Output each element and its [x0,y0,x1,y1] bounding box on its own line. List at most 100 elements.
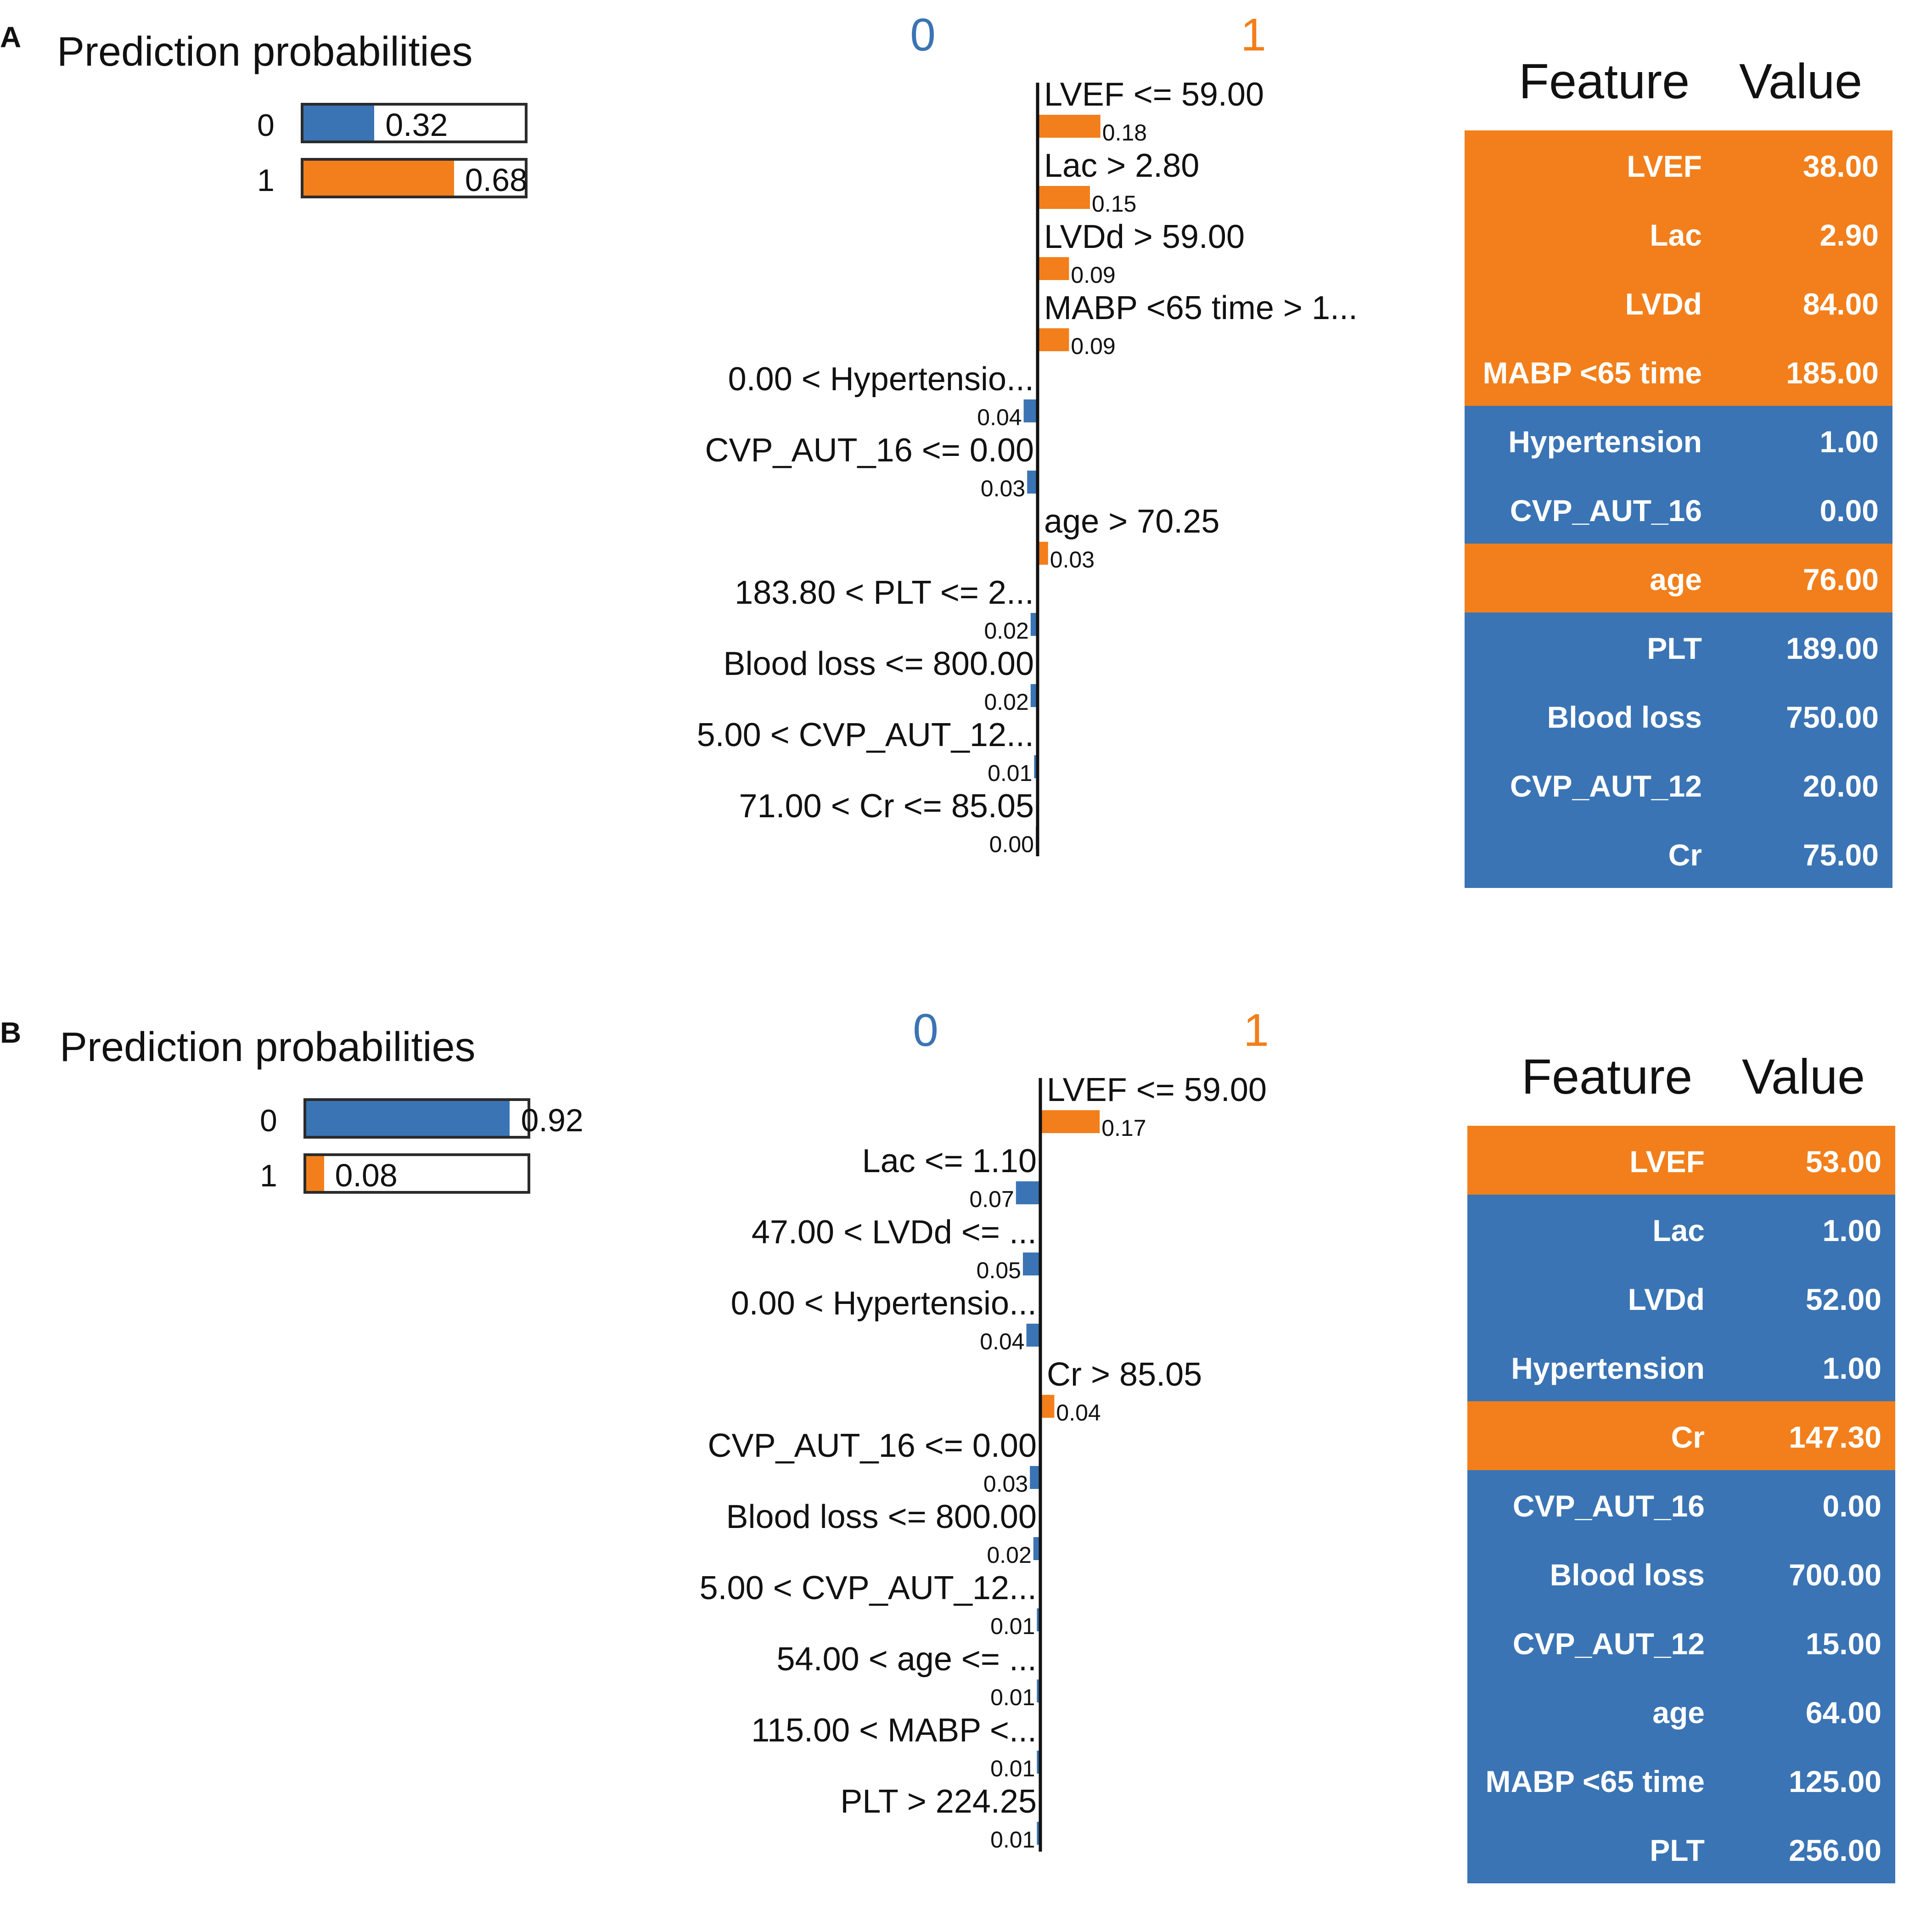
panel-letter: A [0,21,22,54]
contribution-label: Blood loss <= 800.00 [726,1499,1037,1535]
contribution-weight-label: 0.01 [990,1756,1035,1781]
probability-bar-box [303,1098,530,1139]
contribution-bar [1033,1537,1040,1560]
feature-name: PLT [1647,631,1702,665]
probability-value: 0.08 [335,1157,398,1193]
contribution-bar [1038,328,1069,351]
contribution-bar [1038,186,1090,209]
table-row: LVDd 52.00 [1467,1264,1895,1332]
feature-name: age [1652,1696,1705,1730]
contribution-bar [1016,1181,1040,1204]
probability-bar-box [301,158,528,198]
class-label: 1 [260,1158,277,1193]
class-0-header: 0 [913,1005,938,1056]
contribution-label: 0.00 < Hypertensio... [731,1285,1037,1322]
feature-name: LVDd [1625,287,1702,321]
probability-bar-box [303,1153,530,1194]
contribution-bar [1030,684,1038,707]
contribution-label: LVEF <= 59.00 [1044,76,1264,113]
contribution-bar [1040,1110,1100,1133]
contribution-bar [1023,399,1038,422]
contribution-chart: 0 1 LVEF <= 59.00 0.17 Lac <= 1.10 0.0747.00 … [700,1005,1269,1853]
feature-value: 1.00 [1819,425,1879,459]
table-row: Hypertension 1.00 [1465,406,1892,475]
contribution-label: Lac > 2.80 [1044,147,1199,184]
panel-b: B Prediction probabilities 0 0.92 1 0.08… [0,995,1926,1932]
contribution-bar [1037,1751,1040,1774]
contribution-weight-label: 0.09 [1071,262,1115,288]
feature-name: Lac [1650,218,1702,252]
contribution-weight-label: 0.03 [983,1471,1028,1497]
contribution-weight-label: 0.01 [990,1613,1035,1639]
contribution-bar [1026,1324,1040,1347]
table-row: Cr 147.30 [1467,1401,1895,1470]
table-row: Hypertension 1.00 [1467,1332,1895,1401]
contribution-label: LVEF <= 59.00 [1047,1072,1267,1108]
probability-value: 0.92 [521,1102,584,1138]
feature-value: 189.00 [1786,631,1879,665]
feature-name: Hypertension [1508,425,1702,459]
table-row: age 76.00 [1465,544,1892,612]
contribution-weight-label: 0.01 [990,1685,1035,1710]
feature-value: 84.00 [1802,287,1879,321]
feature-value: 125.00 [1789,1764,1881,1798]
table-header-feature: Feature [1519,53,1690,109]
contribution-weight-label: 0.01 [990,1827,1035,1853]
contribution-weight-label: 0.00 [989,831,1034,857]
feature-value: 1.00 [1822,1351,1881,1385]
probability-row-0: 0 0.32 [0,103,551,149]
contribution-label: 115.00 < MABP <... [751,1712,1037,1749]
probability-bar [303,161,454,196]
feature-value: 185.00 [1786,356,1879,390]
feature-name: Hypertension [1511,1351,1705,1385]
feature-name: age [1650,562,1702,596]
contribution-bar [1037,1822,1040,1845]
probability-value: 0.32 [385,107,448,143]
contribution-weight-label: 0.03 [1050,547,1095,573]
contribution-label: Lac <= 1.10 [862,1143,1037,1179]
contribution-bar [1027,471,1038,494]
table-row: CVP_AUT_16 0.00 [1467,1470,1895,1539]
contribution-label: 54.00 < age <= ... [777,1641,1037,1678]
contribution-label: 183.80 < PLT <= 2... [735,574,1034,611]
contribution-weight-label: 0.09 [1071,333,1115,359]
feature-value: 1.00 [1822,1213,1881,1247]
panel-letter: B [0,1016,22,1049]
table-row: MABP <65 time 185.00 [1465,337,1892,406]
contribution-label: MABP <65 time > 1... [1044,290,1358,326]
class-1-header: 1 [1243,1005,1269,1056]
feature-value: 2.90 [1819,218,1879,252]
table-row: age 64.00 [1467,1677,1895,1746]
probability-bar [303,106,375,140]
table-row: Lac 1.00 [1467,1195,1895,1264]
table-row: PLT 256.00 [1467,1814,1895,1883]
feature-value: 52.00 [1805,1282,1881,1316]
contribution-label: 0.00 < Hypertensio... [728,361,1034,398]
table-row: LVDd 84.00 [1465,268,1892,337]
probability-row-1: 1 0.08 [3,1153,554,1199]
feature-name: CVP_AUT_16 [1510,494,1702,528]
contribution-bar [1040,1395,1055,1418]
contribution-weight-label: 0.02 [984,689,1028,715]
contribution-label: LVDd > 59.00 [1044,219,1245,255]
probability-bar [306,1156,324,1191]
contribution-weight-label: 0.02 [987,1542,1031,1568]
contribution-weight-label: 0.04 [977,404,1022,430]
feature-value: 38.00 [1802,149,1879,183]
class-0-header: 0 [910,9,936,61]
table-row: Cr 75.00 [1465,819,1892,888]
table-row: CVP_AUT_12 15.00 [1467,1608,1895,1677]
contribution-label: 5.00 < CVP_AUT_12... [697,717,1034,753]
feature-name: CVP_AUT_12 [1510,769,1702,803]
feature-name: Blood loss [1550,1558,1705,1592]
feature-name: LVEF [1629,1145,1705,1179]
contribution-bar [1038,257,1069,280]
contribution-label: 5.00 < CVP_AUT_12... [700,1570,1037,1606]
table-header-feature: Feature [1522,1049,1693,1104]
feature-name: Lac [1652,1213,1705,1247]
feature-value: 53.00 [1805,1145,1881,1179]
feature-name: LVDd [1628,1282,1705,1316]
class-label: 1 [257,163,275,198]
feature-value: 256.00 [1789,1833,1881,1867]
probability-bar [306,1101,510,1136]
